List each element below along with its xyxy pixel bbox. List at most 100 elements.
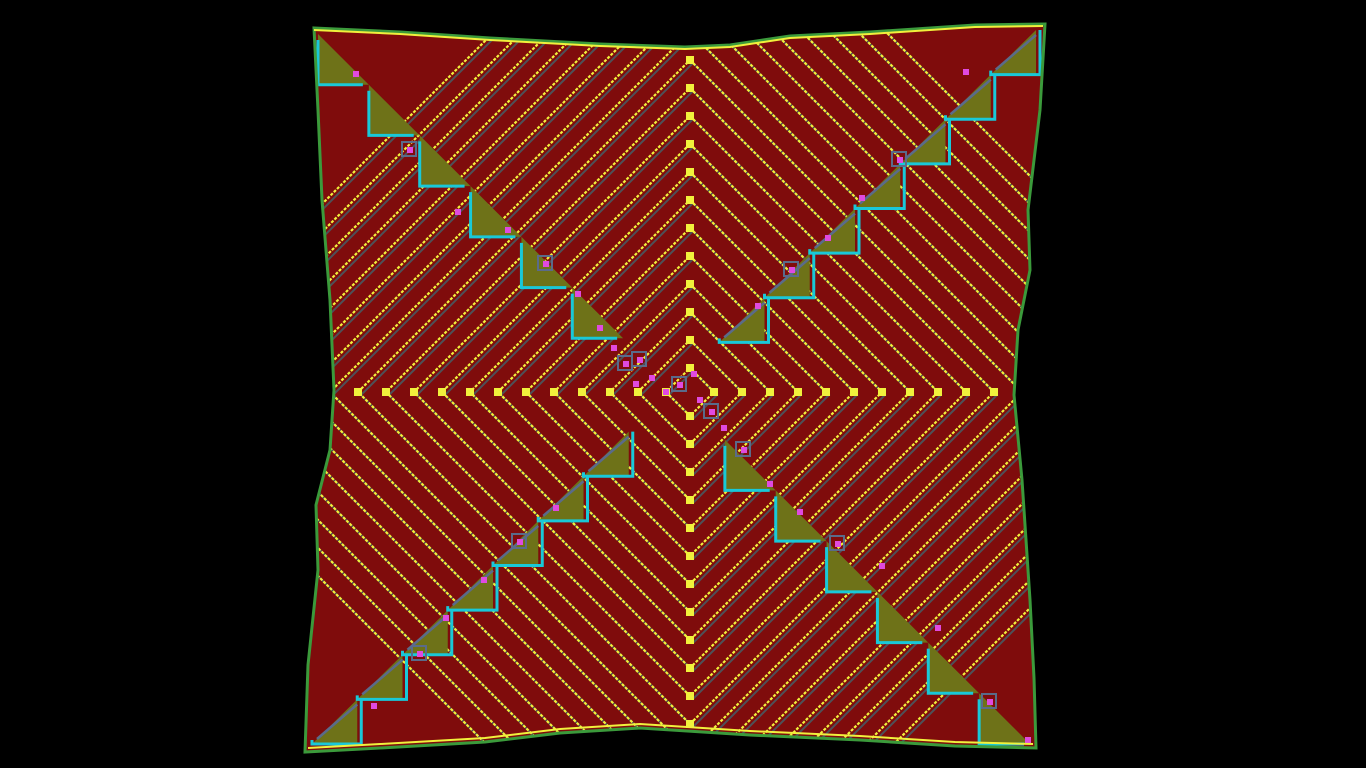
ring-knob [1018, 388, 1026, 396]
marker-dot [353, 71, 359, 77]
marker-dot [677, 382, 683, 388]
band-edge [519, 242, 567, 290]
marker-dot [597, 325, 603, 331]
zigzag-core [859, 167, 902, 205]
ring-knob [1186, 388, 1194, 396]
ring-knob [466, 388, 474, 396]
ring-knob [686, 0, 694, 8]
ring-knob [550, 388, 558, 396]
marker-box [511, 533, 527, 549]
band-tooth [877, 591, 929, 643]
ring-knob [878, 388, 886, 396]
ring-knob [686, 524, 694, 532]
marker-dot [633, 381, 639, 387]
marker-dot [407, 147, 413, 153]
marker-dot [553, 505, 559, 511]
zigzag-edge [355, 654, 408, 701]
marker-dot [481, 577, 487, 583]
ring-line [496, 198, 884, 586]
marker-box [891, 151, 907, 167]
ring-knob [1102, 388, 1110, 396]
marker-dot [455, 209, 461, 215]
marker-box [671, 376, 687, 392]
ring-shadow [305, 24, 1045, 752]
zigzag-edge [944, 74, 997, 121]
ring-knob [766, 388, 774, 396]
band-edge [825, 547, 872, 594]
marker-dot [987, 699, 993, 705]
ring-knob [1130, 388, 1138, 396]
marker-dot [897, 157, 903, 163]
ring-knob [438, 388, 446, 396]
band-edge [774, 496, 821, 543]
marker-dot [417, 651, 423, 657]
band-tooth [979, 693, 1030, 744]
band-tooth [775, 490, 827, 542]
zigzag-edge [853, 163, 906, 210]
ring-line [305, 24, 1045, 752]
ring-knob [686, 56, 694, 64]
ring-line [305, 24, 1045, 752]
ring-knob [686, 168, 694, 176]
marker-dot [1025, 737, 1031, 743]
marker-dot [649, 375, 655, 381]
ring-knob [382, 388, 390, 396]
ring-knob [686, 140, 694, 148]
ring-shadow [305, 24, 1045, 752]
zigzag-core [949, 78, 992, 116]
zigzag-edge [989, 30, 1042, 77]
marker-dot [767, 481, 773, 487]
band-tooth [572, 287, 624, 339]
border-highlight [313, 25, 1044, 51]
marker-dot [623, 361, 629, 367]
ring-knob [410, 388, 418, 396]
ring-knob [686, 84, 694, 92]
ring-line [356, 58, 1024, 726]
ring-knob [186, 388, 194, 396]
ring-knob [686, 112, 694, 120]
band-tooth [826, 541, 878, 592]
marker-box [401, 141, 417, 157]
ring-knob [130, 388, 138, 396]
marker-box [735, 441, 751, 457]
zigzag-core [361, 658, 404, 696]
band-edge [926, 648, 974, 695]
zigzag-core [542, 480, 585, 517]
marker-dot [517, 539, 523, 545]
band-edge [723, 445, 770, 492]
ring-knob [686, 468, 694, 476]
marker-box [829, 535, 845, 551]
zigzag-edge [808, 208, 861, 255]
marker-box [537, 255, 553, 271]
ring-knob [686, 364, 694, 372]
marker-dot [611, 345, 617, 351]
marker-dot [371, 703, 377, 709]
ring-line [305, 24, 1045, 752]
ring-knob [990, 388, 998, 396]
zigzag-edge [491, 520, 544, 567]
ring-knob [822, 388, 830, 396]
ring-knob [1214, 388, 1222, 396]
ring-knob [1242, 388, 1250, 396]
ring-knob [214, 388, 222, 396]
band-tooth [521, 236, 573, 288]
ring-knob [686, 224, 694, 232]
ring-knob [686, 280, 694, 288]
marker-dot [741, 447, 747, 453]
marker-dot [755, 303, 761, 309]
ring-knob [686, 552, 694, 560]
ring-knob [1046, 388, 1054, 396]
zigzag-edge [536, 476, 589, 523]
band-tooth [419, 135, 471, 187]
zigzag-edge [717, 297, 770, 344]
marker-box [981, 693, 997, 709]
marker-dot [721, 425, 727, 431]
zigzag-path [310, 30, 1042, 746]
ring-knob [686, 440, 694, 448]
ring-shadow [305, 24, 1045, 752]
zigzag-core [316, 703, 359, 740]
ring-knob [686, 336, 694, 344]
band-tooth [470, 186, 522, 237]
marker-dot [543, 261, 549, 267]
